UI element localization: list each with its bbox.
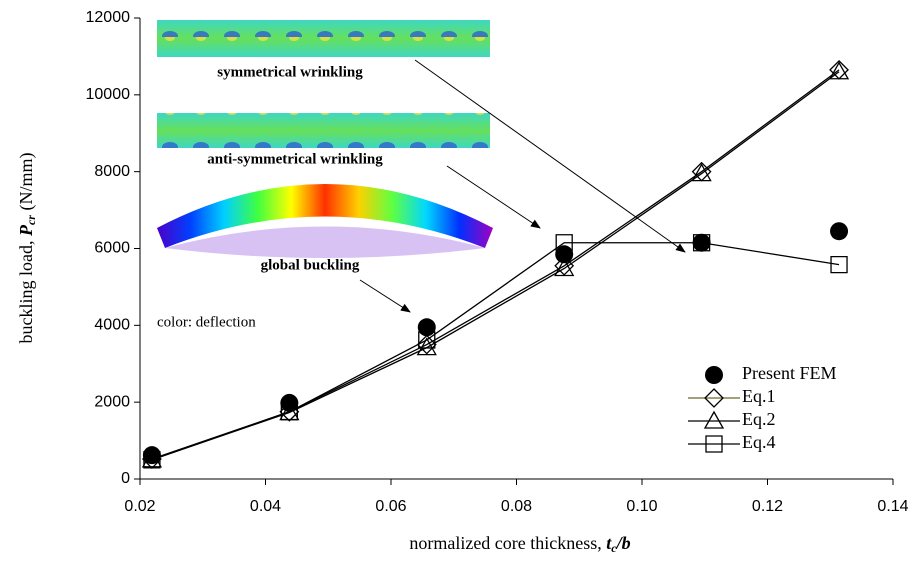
data-point bbox=[693, 234, 711, 252]
y-tick-label: 12000 bbox=[86, 9, 131, 26]
y-tick-label: 6000 bbox=[94, 240, 130, 257]
x-axis-label: normalized core thickness, tc/b bbox=[409, 533, 630, 555]
legend-label: Eq.1 bbox=[742, 386, 776, 406]
annotation: color: deflection bbox=[157, 314, 256, 330]
y-tick-label: 8000 bbox=[94, 163, 130, 180]
chart: symmetrical wrinkling anti-symmetrical w… bbox=[0, 0, 917, 561]
x-tick-label: 0.08 bbox=[501, 498, 532, 515]
x-tick-label: 0.02 bbox=[124, 498, 155, 515]
y-tick-label: 0 bbox=[121, 470, 130, 487]
x-tick-label: 0.14 bbox=[877, 498, 908, 515]
data-point bbox=[830, 222, 848, 240]
data-point bbox=[418, 318, 436, 336]
legend-marker bbox=[705, 366, 723, 384]
annotation: global buckling bbox=[261, 257, 360, 273]
x-tick-label: 0.12 bbox=[752, 498, 783, 515]
y-tick-label: 10000 bbox=[86, 86, 131, 103]
legend-label: Eq.2 bbox=[742, 409, 776, 429]
annotation: anti-symmetrical wrinkling bbox=[207, 151, 383, 167]
x-tick-label: 0.06 bbox=[375, 498, 406, 515]
x-tick-label: 0.10 bbox=[626, 498, 657, 515]
series-line bbox=[152, 243, 839, 460]
y-tick-label: 4000 bbox=[94, 317, 130, 334]
y-tick-label: 2000 bbox=[94, 393, 130, 410]
legend-label: Eq.4 bbox=[742, 432, 776, 452]
legend-marker bbox=[705, 412, 723, 428]
x-tick-label: 0.04 bbox=[250, 498, 281, 515]
y-axis-label: buckling load, Pcr (N/mm) bbox=[16, 153, 38, 344]
annotation: symmetrical wrinkling bbox=[217, 64, 363, 80]
legend-label: Present FEM bbox=[742, 363, 837, 383]
